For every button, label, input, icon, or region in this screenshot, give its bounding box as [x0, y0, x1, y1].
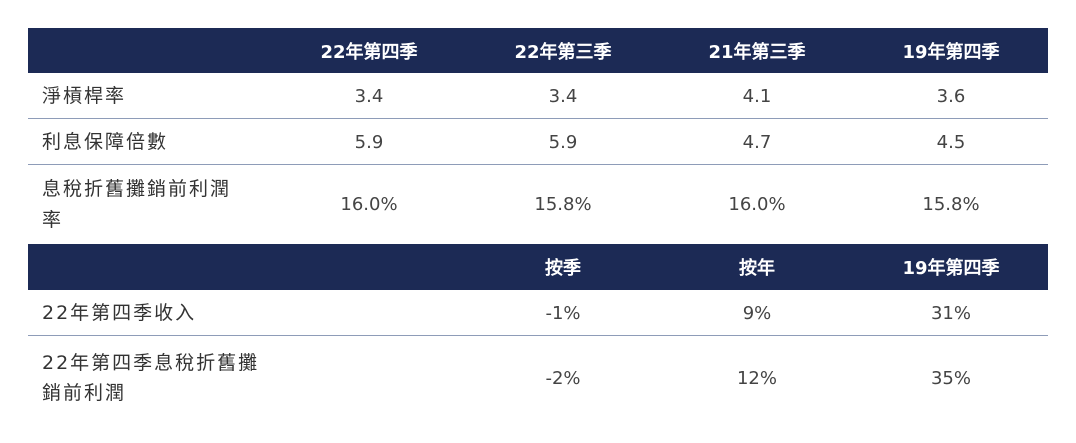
column-header: 19年第四季: [902, 258, 1000, 279]
column-header: 22年第四季: [320, 41, 418, 63]
cell-value: 31%: [930, 302, 971, 324]
cell-value: 16.0%: [728, 194, 786, 215]
column-header: 按年: [739, 258, 775, 279]
cell-value: -2%: [545, 367, 581, 389]
column-header: 19年第四季: [902, 41, 1000, 63]
cell-value: 3.4: [354, 85, 384, 107]
cell-value: 12%: [736, 367, 777, 389]
cell-value: 9%: [742, 302, 772, 324]
cell-value: 3.4: [548, 85, 578, 107]
column-header: 按季: [545, 258, 581, 279]
column-header: 21年第三季: [708, 41, 806, 63]
table-row: 利息保障倍數 5.9 5.9 4.7 4.5: [28, 119, 1048, 165]
row-separator: [28, 118, 1048, 119]
row-separator: [28, 164, 1048, 165]
table-row: 息稅折舊攤銷前利潤率 16.0% 15.8% 16.0% 15.8%: [28, 165, 1048, 244]
cell-value: 5.9: [548, 131, 578, 153]
cell-value: 3.6: [936, 85, 966, 107]
header-row: 22年第四季 22年第三季 21年第三季 19年第四季: [28, 28, 1048, 73]
header-row: 按季 按年 19年第四季: [28, 244, 1048, 290]
column-header: 22年第三季: [514, 41, 612, 63]
cell-value: 16.0%: [340, 194, 398, 215]
table-row: 淨槓桿率 3.4 3.4 4.1 3.6: [28, 73, 1048, 119]
row-label: 22年第四季息稅折舊攤銷前利潤: [42, 351, 260, 404]
row-label: 利息保障倍數: [42, 130, 169, 153]
cell-value: 5.9: [354, 131, 384, 153]
cell-value: 4.1: [742, 85, 772, 107]
row-label: 22年第四季收入: [42, 301, 197, 324]
table-row: 22年第四季收入 -1% 9% 31%: [28, 290, 1048, 336]
table-row: 22年第四季息稅折舊攤銷前利潤 -2% 12% 35%: [28, 336, 1048, 420]
cell-value: 15.8%: [922, 194, 980, 215]
cell-value: 4.7: [742, 131, 772, 153]
cell-value: -1%: [545, 302, 581, 324]
row-label: 息稅折舊攤銷前利潤率: [42, 178, 232, 231]
cell-value: 4.5: [936, 131, 966, 153]
row-label: 淨槓桿率: [42, 84, 127, 107]
row-separator: [28, 335, 1048, 336]
cell-value: 35%: [930, 367, 971, 389]
cell-value: 15.8%: [534, 194, 592, 215]
